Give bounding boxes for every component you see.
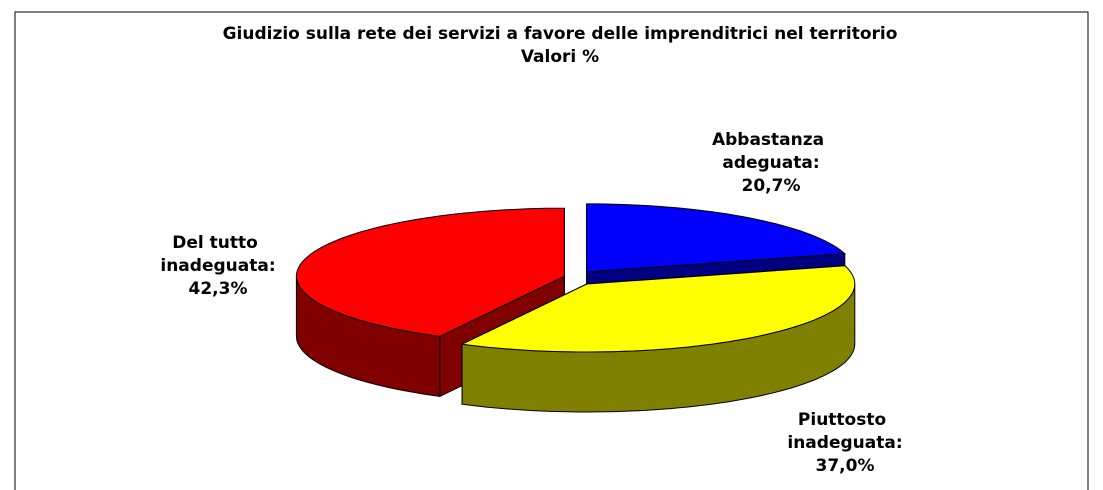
slice-value-label: 37,0% xyxy=(816,456,875,476)
slice-label: Del tutto inadeguata: xyxy=(160,233,275,276)
chart-title: Giudizio sulla rete dei servizi a favore… xyxy=(223,24,898,44)
slice-label: Piuttosto inadeguata: xyxy=(787,410,902,453)
slice-top xyxy=(460,265,856,353)
slice-top xyxy=(586,203,847,273)
slice-top xyxy=(295,207,565,337)
slice-label: Abbastanza adeguata: xyxy=(712,130,830,173)
pie-slice xyxy=(460,265,856,413)
slice-value-label: 42,3% xyxy=(189,279,248,299)
chart-subtitle: Valori % xyxy=(521,47,599,67)
slice-value-label: 20,7% xyxy=(742,176,801,196)
